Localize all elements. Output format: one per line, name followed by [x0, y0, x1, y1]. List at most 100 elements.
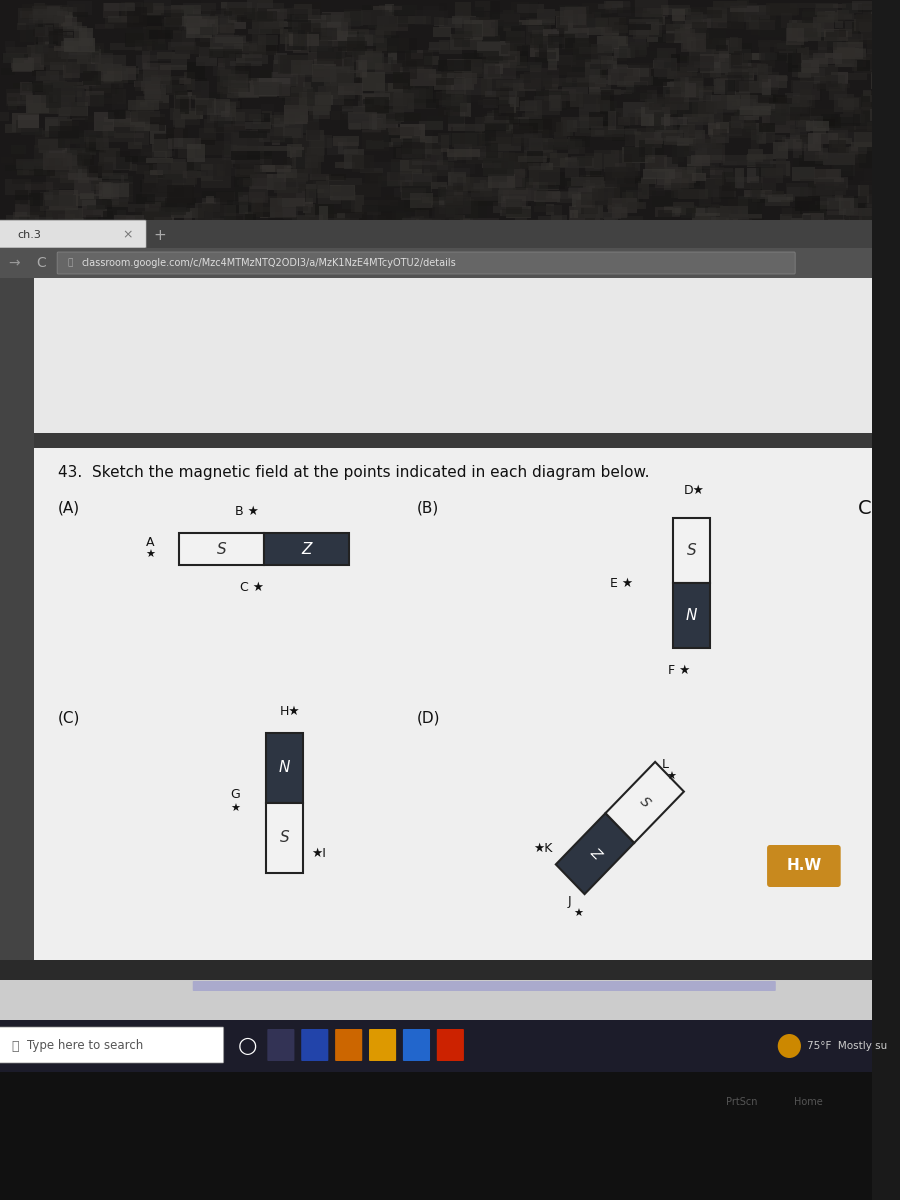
Bar	[267, 78, 292, 86]
Bar	[461, 103, 471, 118]
Bar	[177, 192, 186, 210]
Bar	[528, 2, 539, 17]
Bar	[734, 98, 761, 114]
Bar	[834, 110, 853, 121]
Bar	[469, 218, 500, 224]
Bar	[451, 168, 470, 185]
Bar	[757, 194, 774, 199]
Bar	[740, 106, 770, 115]
Text: N: N	[279, 761, 291, 775]
Bar	[692, 102, 714, 122]
Bar	[230, 145, 260, 162]
Bar	[6, 89, 20, 106]
Bar	[18, 7, 38, 25]
Bar	[592, 12, 601, 23]
Bar	[661, 62, 677, 80]
Bar	[266, 22, 292, 32]
Bar	[694, 38, 719, 46]
Bar	[626, 190, 639, 206]
Bar	[62, 42, 90, 59]
Bar	[446, 97, 467, 112]
Bar	[626, 82, 636, 94]
Bar	[780, 214, 810, 220]
Bar	[572, 194, 592, 206]
Text: ★I: ★I	[310, 846, 326, 859]
Bar	[16, 158, 45, 169]
Bar	[670, 54, 680, 72]
Bar	[193, 138, 215, 145]
Bar	[345, 40, 356, 58]
Bar	[720, 206, 749, 217]
Bar	[682, 97, 703, 114]
Bar	[45, 173, 58, 181]
Bar	[174, 130, 183, 148]
Bar	[352, 49, 374, 61]
Bar	[717, 52, 742, 62]
Bar	[661, 6, 670, 14]
Bar	[683, 114, 714, 125]
Bar	[590, 66, 602, 83]
Bar	[539, 172, 565, 190]
Bar	[840, 114, 865, 124]
Bar	[858, 11, 868, 26]
Bar	[830, 162, 853, 180]
Bar	[50, 5, 68, 14]
Bar	[625, 76, 652, 85]
Bar	[266, 40, 275, 55]
Bar	[35, 79, 64, 95]
Bar	[175, 47, 190, 54]
Bar	[135, 78, 161, 91]
Bar	[596, 98, 610, 118]
Bar	[584, 205, 602, 224]
Bar	[536, 89, 545, 98]
Bar	[180, 114, 188, 118]
Bar	[347, 113, 375, 122]
Bar	[585, 59, 599, 78]
Bar	[160, 12, 184, 30]
Bar	[585, 178, 617, 187]
Bar	[142, 175, 168, 182]
Bar	[77, 47, 99, 50]
Bar	[704, 101, 725, 112]
FancyBboxPatch shape	[267, 1028, 294, 1061]
Bar	[746, 20, 775, 30]
Bar	[580, 175, 612, 182]
Bar	[834, 13, 853, 20]
Bar	[645, 138, 662, 144]
Bar	[339, 113, 372, 131]
Bar	[845, 185, 875, 197]
Bar	[447, 149, 480, 157]
Bar	[392, 94, 414, 113]
Bar	[286, 144, 302, 157]
Bar	[445, 66, 456, 74]
Bar	[829, 132, 856, 144]
Bar	[71, 42, 104, 53]
Bar	[687, 155, 710, 166]
Bar	[526, 36, 554, 44]
Bar	[751, 16, 776, 22]
Bar	[438, 187, 446, 200]
Bar	[228, 2, 252, 14]
Bar	[474, 35, 500, 42]
Bar	[392, 143, 426, 158]
Bar	[794, 84, 817, 95]
Bar	[438, 18, 463, 28]
Bar	[0, 0, 872, 220]
Bar	[809, 204, 826, 217]
Text: D★: D★	[684, 484, 705, 497]
Bar	[142, 179, 172, 197]
Bar	[72, 133, 86, 143]
Bar	[86, 116, 94, 121]
Bar	[762, 79, 771, 96]
Bar	[446, 73, 477, 84]
Bar	[453, 31, 473, 38]
Text: (A): (A)	[58, 500, 80, 516]
Bar	[627, 64, 659, 68]
Bar	[148, 50, 172, 61]
Bar	[571, 118, 603, 127]
Bar	[374, 212, 406, 230]
Bar	[307, 89, 315, 106]
Bar	[473, 184, 484, 190]
Bar	[842, 100, 854, 109]
Bar	[158, 176, 175, 192]
